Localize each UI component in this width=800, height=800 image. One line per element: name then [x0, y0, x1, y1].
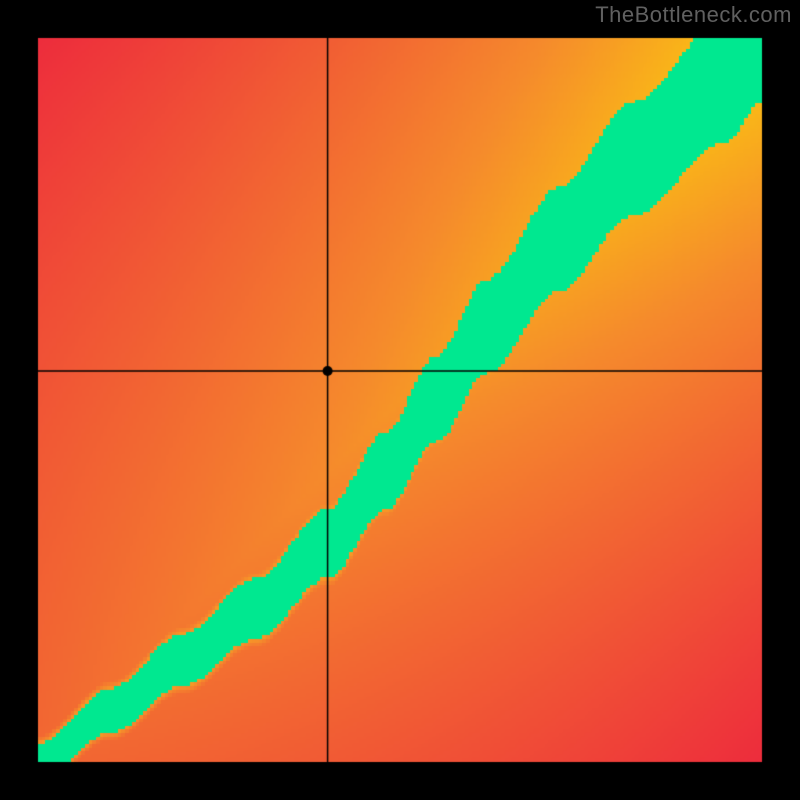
- chart-container: TheBottleneck.com: [0, 0, 800, 800]
- bottleneck-heatmap: [0, 0, 800, 800]
- attribution-text: TheBottleneck.com: [595, 2, 792, 28]
